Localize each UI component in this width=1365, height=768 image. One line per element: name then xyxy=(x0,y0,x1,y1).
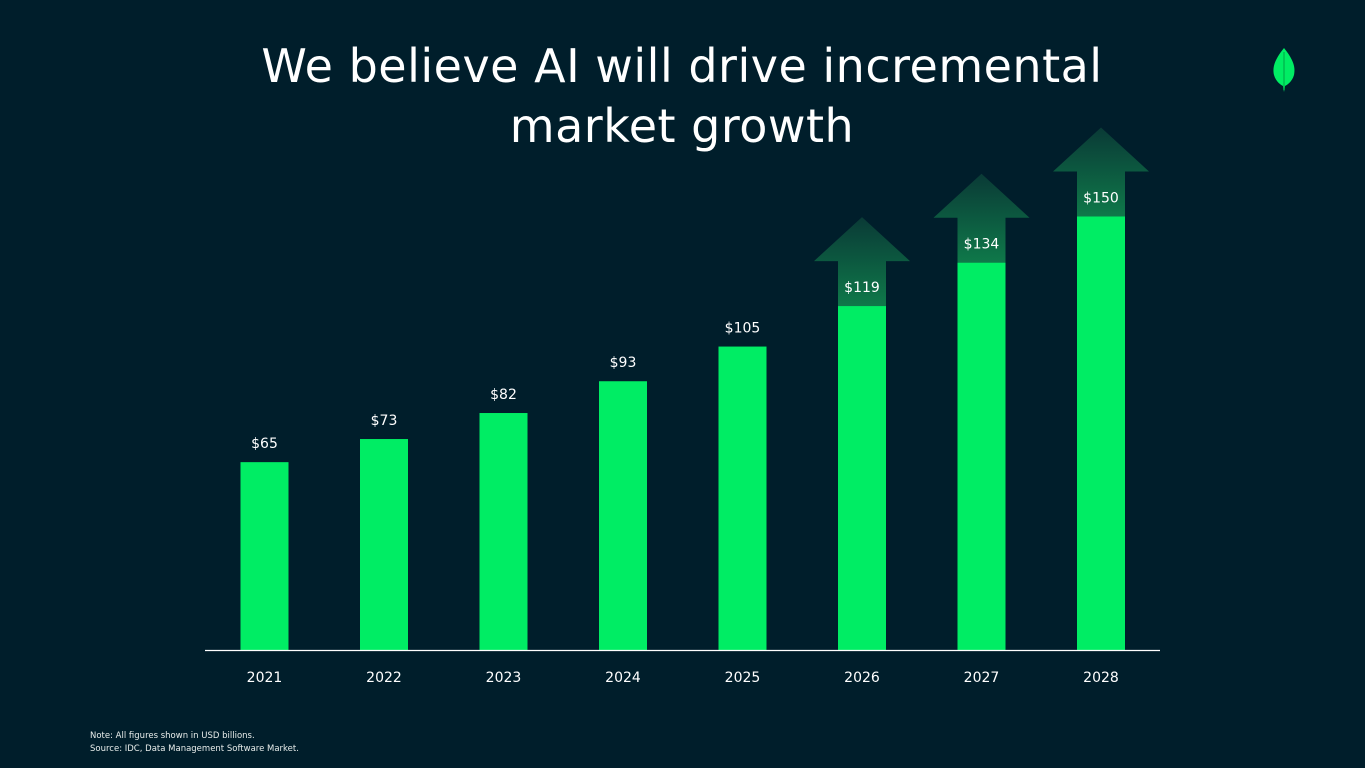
x-tick-label-2026: 2026 xyxy=(844,670,880,686)
x-tick-label-2028: 2028 xyxy=(1083,670,1119,686)
bar-2026 xyxy=(838,306,886,650)
x-tick-label-2021: 2021 xyxy=(247,670,283,686)
leaf-icon xyxy=(1273,48,1295,92)
value-label-2024: $93 xyxy=(610,355,637,371)
bar-2021 xyxy=(240,462,289,650)
x-tick-label-2023: 2023 xyxy=(486,670,522,686)
footnote-source: Source: IDC, Data Management Software Ma… xyxy=(90,744,299,754)
bar-2027 xyxy=(957,262,1006,650)
x-tick-label-2025: 2025 xyxy=(725,670,761,686)
value-label-2026: $119 xyxy=(844,280,880,296)
bar-2024 xyxy=(599,381,647,650)
growth-arrows xyxy=(814,127,1149,309)
x-tick-label-2022: 2022 xyxy=(366,670,402,686)
growth-arrow-2028 xyxy=(1053,127,1149,219)
value-label-2023: $82 xyxy=(490,387,517,403)
bar-2028 xyxy=(1077,216,1125,650)
page-title: We believe AI will drive incremental mar… xyxy=(261,39,1103,153)
value-label-2021: $65 xyxy=(251,436,278,452)
growth-arrow-2026 xyxy=(814,217,910,309)
value-label-2028: $150 xyxy=(1083,191,1119,207)
bar-2025 xyxy=(718,346,767,650)
bar-2022 xyxy=(360,439,408,650)
value-label-2022: $73 xyxy=(371,413,398,429)
x-tick-label-2024: 2024 xyxy=(605,670,641,686)
bars xyxy=(240,216,1125,650)
footnote-note: Note: All figures shown in USD billions. xyxy=(90,731,255,741)
value-label-2027: $134 xyxy=(964,237,1000,253)
footnotes: Note: All figures shown in USD billions.… xyxy=(90,730,299,756)
growth-arrow-2027 xyxy=(933,173,1030,265)
bar-2023 xyxy=(479,413,528,650)
x-tick-label-2027: 2027 xyxy=(964,670,1000,686)
value-label-2025: $105 xyxy=(725,321,761,337)
labels: $65 2021 $73 2022 $82 2023 $93 2024 $105 2025 $119… xyxy=(247,191,1119,687)
